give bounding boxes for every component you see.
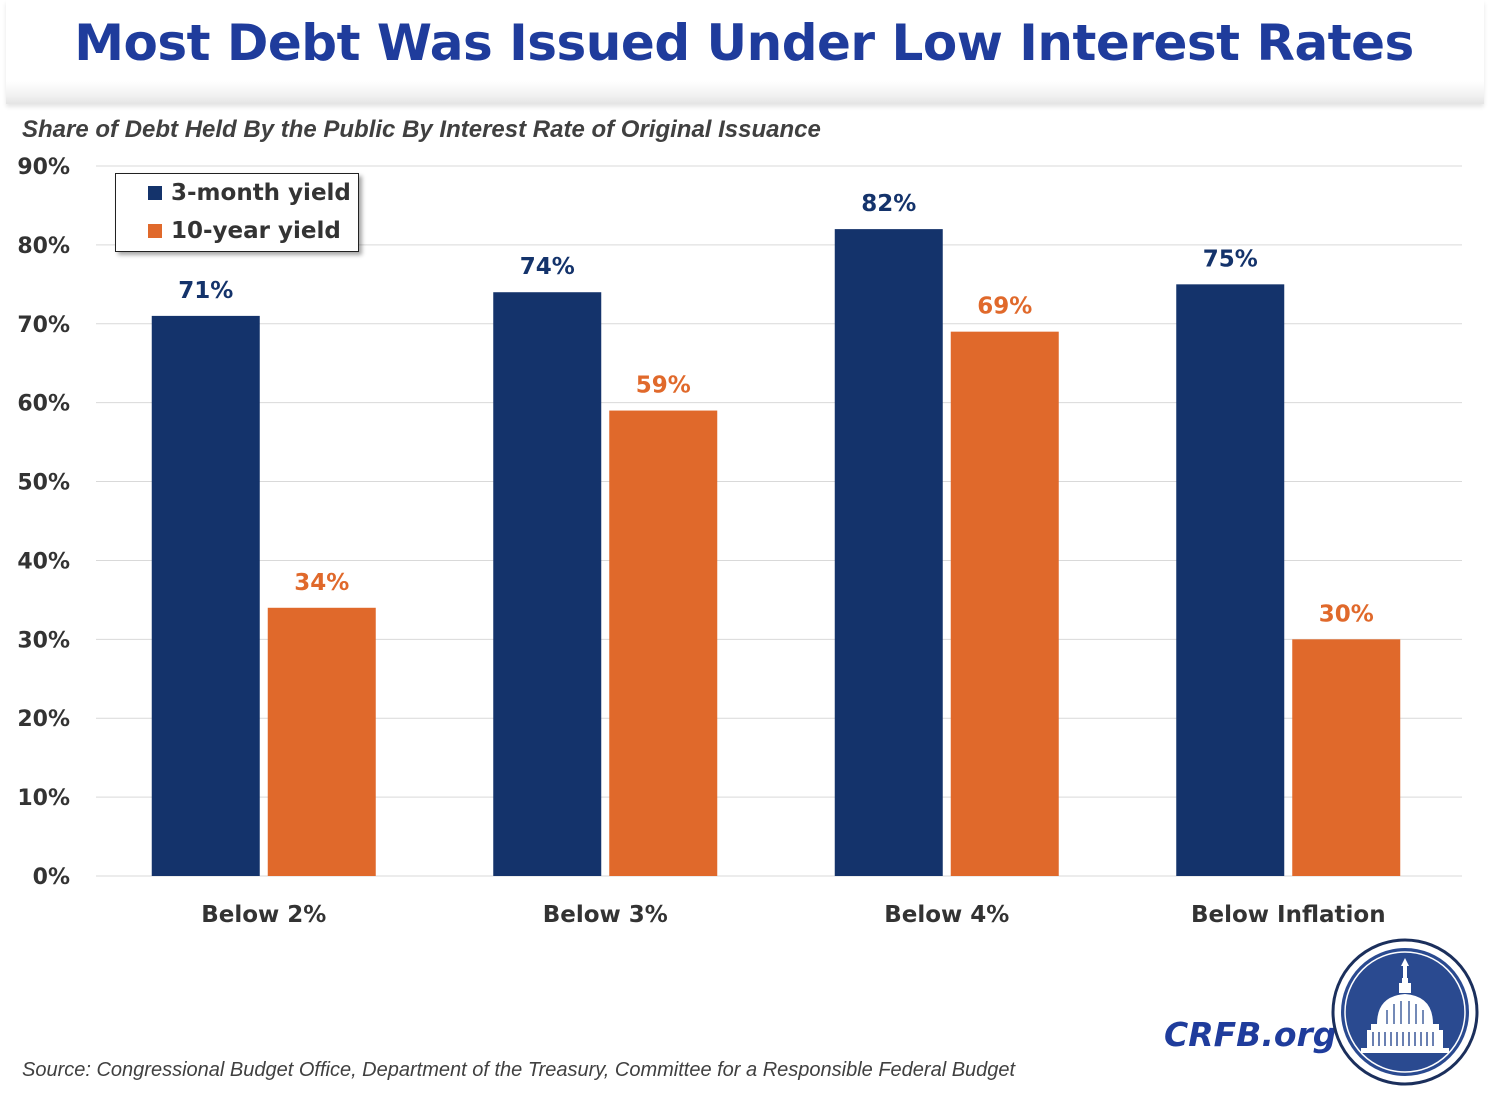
data-label-3month: 75% bbox=[1203, 246, 1258, 272]
bar-chart: 0% 10% 20% 30% 40% 50% 60% 70% 80% 90% 71% 34% Below… bbox=[17, 155, 1462, 928]
data-label-10year: 30% bbox=[1319, 601, 1374, 627]
data-label-10year: 69% bbox=[977, 294, 1032, 320]
y-tick-label: 10% bbox=[17, 786, 70, 811]
bar-10year bbox=[950, 331, 1059, 877]
x-tick-label: Below 2% bbox=[201, 902, 326, 928]
title-band bbox=[6, 0, 1484, 104]
x-tick-label: Below Inflation bbox=[1191, 902, 1386, 928]
bar-3month bbox=[1176, 284, 1285, 876]
brand-link[interactable]: CRFB.org bbox=[1164, 1015, 1337, 1054]
chart-title: Most Debt Was Issued Under Low Interest … bbox=[74, 14, 1414, 72]
bar-3month bbox=[834, 229, 943, 877]
y-tick-label: 70% bbox=[17, 313, 70, 338]
legend-swatch-3month bbox=[148, 186, 162, 200]
data-label-3month: 74% bbox=[520, 254, 575, 280]
legend-label-3month: 3-month yield bbox=[171, 180, 351, 206]
x-tick-label: Below 3% bbox=[543, 902, 668, 928]
y-tick-label: 90% bbox=[17, 155, 70, 180]
legend-item-3month: 3-month yield bbox=[148, 180, 351, 206]
legend-label-10year: 10-year yield bbox=[171, 218, 341, 244]
capitol-dome-seal-icon bbox=[1331, 938, 1479, 1086]
chart-subtitle: Share of Debt Held By the Public By Inte… bbox=[22, 116, 821, 143]
bar-10year bbox=[609, 410, 718, 876]
bar-10year bbox=[267, 607, 376, 876]
data-label-3month: 82% bbox=[861, 191, 916, 217]
data-label-10year: 34% bbox=[294, 570, 349, 596]
y-tick-label: 20% bbox=[17, 707, 70, 732]
data-label-10year: 59% bbox=[636, 373, 691, 399]
y-tick-label: 80% bbox=[17, 234, 70, 259]
data-label-3month: 71% bbox=[178, 278, 233, 304]
bar-10year bbox=[1292, 639, 1401, 876]
y-tick-label: 30% bbox=[17, 628, 70, 653]
x-tick-label: Below 4% bbox=[884, 902, 1009, 928]
y-tick-label: 60% bbox=[17, 392, 70, 417]
bar-3month bbox=[151, 315, 260, 876]
source-note: Source: Congressional Budget Office, Dep… bbox=[22, 1059, 1016, 1081]
y-tick-label: 0% bbox=[33, 865, 70, 890]
chart-legend: 3-month yield 10-year yield bbox=[115, 173, 359, 252]
legend-swatch-10year bbox=[148, 224, 162, 238]
y-tick-label: 40% bbox=[17, 549, 70, 574]
y-tick-label: 50% bbox=[17, 471, 70, 496]
legend-item-10year: 10-year yield bbox=[148, 218, 341, 244]
bar-3month bbox=[493, 292, 602, 876]
